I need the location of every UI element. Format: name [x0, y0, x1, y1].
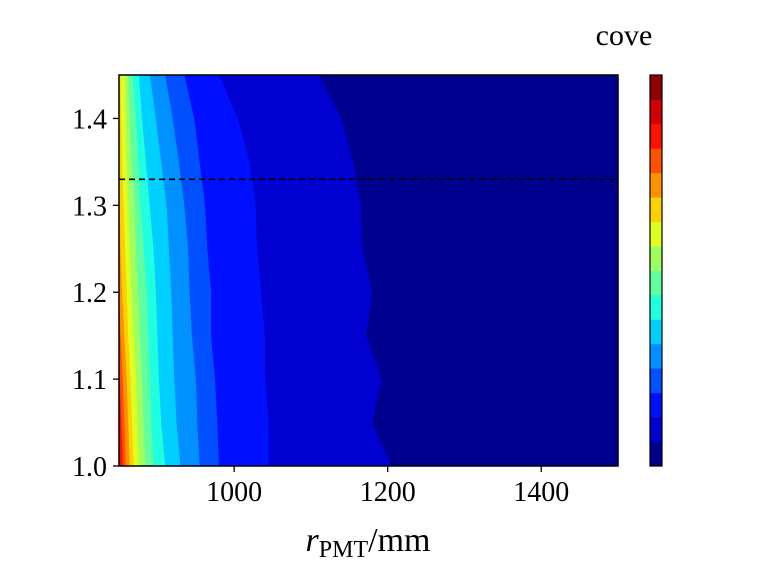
x-tick-label: 1200	[360, 477, 416, 508]
y-tick-label: 1.3	[72, 191, 107, 222]
colorbar-swatch-10	[650, 197, 662, 223]
x-axis-title: rPMT/mm	[306, 522, 431, 563]
colorbar-title: cove	[596, 19, 653, 52]
x-axis: 1000 1200 1400	[206, 466, 569, 508]
colorbar-swatch-6	[650, 294, 662, 320]
x-tick-label: 1400	[513, 477, 569, 508]
x-axis-title-subscript: PMT	[319, 537, 369, 563]
x-tick-label: 1000	[206, 477, 262, 508]
y-tick-label: 1.0	[72, 452, 107, 483]
colorbar-swatch-15	[650, 75, 662, 100]
plot-frame	[118, 74, 619, 467]
colorbar-swatch-13	[650, 123, 662, 149]
x-axis-title-unit: /mm	[368, 522, 430, 559]
colorbar-swatch-1	[650, 417, 662, 442]
x-axis-title-main: r	[306, 522, 320, 559]
contour-bands	[119, 75, 392, 466]
colorbar-swatch-11	[650, 172, 662, 198]
colorbar-swatch-3	[650, 368, 662, 394]
y-tick-label: 1.1	[72, 365, 107, 396]
plot-area	[119, 75, 618, 466]
colorbar-swatch-4	[650, 343, 662, 369]
colorbar-swatch-5	[650, 319, 662, 345]
colorbar-swatch-2	[650, 392, 662, 418]
colorbar-swatch-12	[650, 148, 662, 174]
y-tick-label: 1.4	[72, 104, 107, 135]
colorbar-frame	[649, 74, 663, 467]
colorbar-swatch-8	[650, 246, 662, 271]
colorbar	[650, 75, 662, 467]
colorbar-swatch-7	[650, 270, 662, 296]
contour-band-level-12	[119, 75, 126, 466]
colorbar-swatch-9	[650, 221, 662, 247]
y-axis: 1.0 1.1 1.2 1.3 1.4	[72, 104, 119, 483]
colorbar-swatch-0	[650, 441, 662, 467]
colorbar-swatch-14	[650, 99, 662, 125]
y-tick-label: 1.2	[72, 278, 107, 309]
